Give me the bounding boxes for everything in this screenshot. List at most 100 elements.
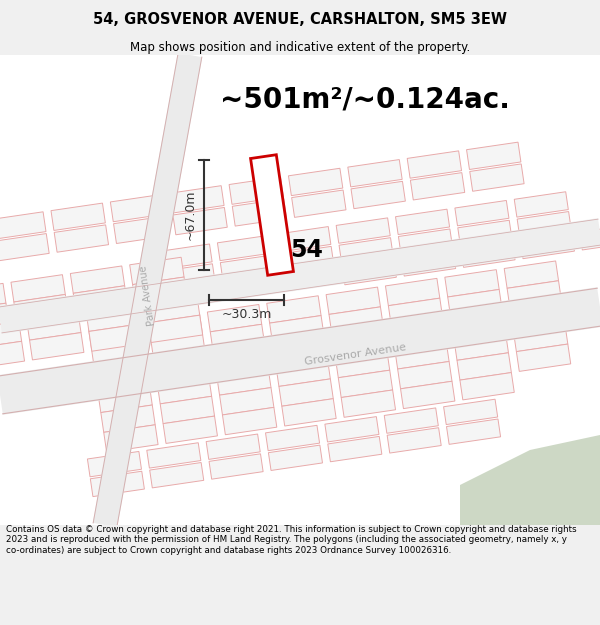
Polygon shape bbox=[514, 192, 568, 217]
Polygon shape bbox=[130, 258, 184, 284]
Polygon shape bbox=[220, 388, 274, 415]
Polygon shape bbox=[133, 277, 187, 304]
Polygon shape bbox=[460, 372, 514, 400]
Polygon shape bbox=[51, 203, 106, 231]
Polygon shape bbox=[507, 281, 562, 308]
Polygon shape bbox=[173, 208, 227, 235]
Polygon shape bbox=[395, 209, 449, 234]
Polygon shape bbox=[336, 218, 390, 243]
Polygon shape bbox=[251, 155, 293, 275]
Polygon shape bbox=[467, 142, 521, 169]
Text: ~67.0m: ~67.0m bbox=[184, 190, 197, 240]
Polygon shape bbox=[267, 296, 321, 323]
Polygon shape bbox=[223, 408, 277, 435]
Polygon shape bbox=[0, 234, 49, 261]
Polygon shape bbox=[29, 332, 84, 360]
Polygon shape bbox=[92, 52, 202, 528]
Polygon shape bbox=[517, 211, 571, 237]
Polygon shape bbox=[11, 274, 65, 302]
Polygon shape bbox=[580, 224, 600, 250]
Polygon shape bbox=[279, 379, 333, 406]
Polygon shape bbox=[158, 244, 212, 269]
Polygon shape bbox=[157, 376, 212, 404]
Polygon shape bbox=[410, 173, 465, 200]
Polygon shape bbox=[14, 294, 68, 322]
Polygon shape bbox=[388, 298, 443, 326]
Polygon shape bbox=[277, 227, 331, 252]
Polygon shape bbox=[170, 186, 224, 213]
Polygon shape bbox=[470, 164, 524, 191]
Text: Park Avenue: Park Avenue bbox=[139, 264, 157, 326]
Polygon shape bbox=[147, 442, 201, 468]
Polygon shape bbox=[86, 304, 140, 331]
Polygon shape bbox=[384, 408, 439, 433]
Polygon shape bbox=[460, 435, 600, 525]
Polygon shape bbox=[455, 201, 509, 226]
Polygon shape bbox=[407, 151, 461, 178]
Polygon shape bbox=[398, 229, 452, 254]
Polygon shape bbox=[454, 333, 508, 361]
Polygon shape bbox=[326, 287, 380, 314]
Polygon shape bbox=[268, 445, 322, 471]
Polygon shape bbox=[91, 471, 145, 497]
Polygon shape bbox=[54, 225, 109, 253]
Text: Map shows position and indicative extent of the property.: Map shows position and indicative extent… bbox=[130, 41, 470, 54]
Polygon shape bbox=[110, 194, 165, 222]
Polygon shape bbox=[0, 288, 600, 415]
Polygon shape bbox=[457, 352, 511, 380]
Polygon shape bbox=[220, 255, 274, 281]
Polygon shape bbox=[395, 342, 449, 369]
Polygon shape bbox=[209, 454, 263, 479]
Polygon shape bbox=[149, 462, 204, 488]
Text: ~501m²/~0.124ac.: ~501m²/~0.124ac. bbox=[220, 85, 510, 113]
Polygon shape bbox=[445, 269, 499, 297]
Text: 54, GROSVENOR AVENUE, CARSHALTON, SM5 3EW: 54, GROSVENOR AVENUE, CARSHALTON, SM5 3E… bbox=[93, 12, 507, 27]
Polygon shape bbox=[232, 199, 287, 226]
Polygon shape bbox=[328, 436, 382, 462]
Polygon shape bbox=[0, 321, 22, 349]
Polygon shape bbox=[208, 304, 262, 332]
Polygon shape bbox=[401, 381, 455, 409]
Polygon shape bbox=[0, 212, 46, 239]
Polygon shape bbox=[0, 303, 9, 331]
Polygon shape bbox=[443, 399, 497, 424]
Polygon shape bbox=[338, 370, 392, 398]
Polygon shape bbox=[339, 238, 393, 263]
Polygon shape bbox=[101, 405, 155, 432]
Polygon shape bbox=[160, 396, 215, 424]
Polygon shape bbox=[89, 322, 143, 349]
Polygon shape bbox=[335, 351, 390, 378]
Polygon shape bbox=[0, 283, 6, 311]
Polygon shape bbox=[88, 451, 142, 477]
Polygon shape bbox=[292, 190, 346, 218]
Polygon shape bbox=[0, 341, 25, 369]
Text: Grosvenor Avenue: Grosvenor Avenue bbox=[304, 342, 406, 367]
Polygon shape bbox=[161, 264, 215, 289]
Polygon shape bbox=[458, 220, 512, 246]
Polygon shape bbox=[163, 416, 217, 443]
Polygon shape bbox=[276, 359, 331, 386]
Polygon shape bbox=[148, 315, 203, 342]
Polygon shape bbox=[229, 177, 283, 204]
Polygon shape bbox=[282, 399, 336, 426]
Polygon shape bbox=[148, 313, 202, 341]
Polygon shape bbox=[348, 159, 402, 187]
Polygon shape bbox=[398, 361, 452, 389]
Polygon shape bbox=[325, 417, 379, 442]
Polygon shape bbox=[266, 426, 320, 451]
Polygon shape bbox=[89, 324, 143, 351]
Polygon shape bbox=[70, 266, 125, 293]
Polygon shape bbox=[280, 246, 334, 272]
Polygon shape bbox=[385, 278, 440, 306]
Text: ~30.3m: ~30.3m bbox=[221, 308, 272, 321]
Polygon shape bbox=[145, 296, 200, 322]
Polygon shape bbox=[520, 233, 574, 259]
Polygon shape bbox=[387, 428, 441, 453]
Polygon shape bbox=[342, 259, 397, 285]
Polygon shape bbox=[517, 344, 571, 371]
Polygon shape bbox=[206, 434, 260, 459]
Polygon shape bbox=[210, 324, 265, 352]
Polygon shape bbox=[289, 168, 343, 196]
Text: Contains OS data © Crown copyright and database right 2021. This information is : Contains OS data © Crown copyright and d… bbox=[6, 525, 577, 555]
Polygon shape bbox=[217, 235, 271, 261]
